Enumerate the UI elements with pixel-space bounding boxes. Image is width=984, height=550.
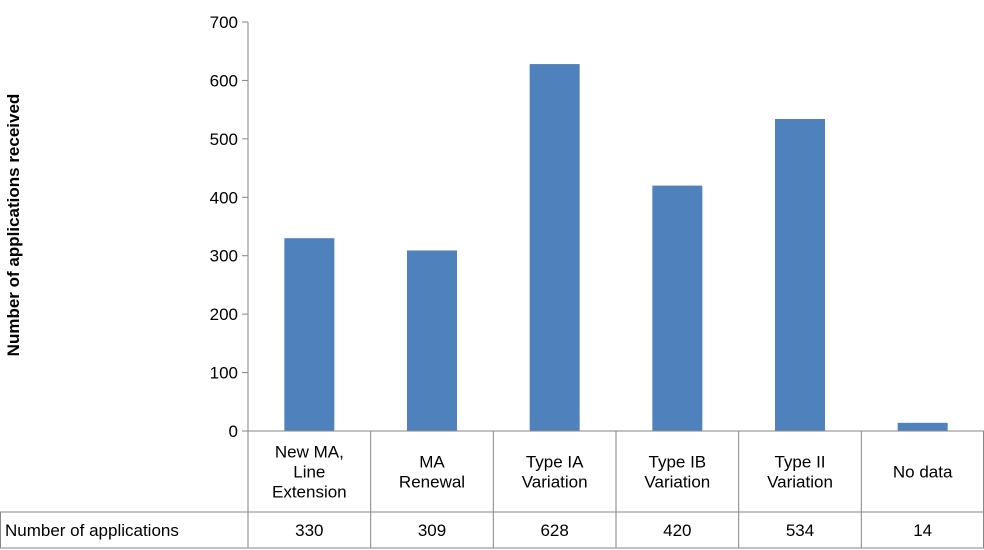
bar — [775, 118, 825, 432]
table-value: 309 — [418, 521, 446, 540]
bar — [284, 238, 335, 431]
y-tick-label: 400 — [210, 188, 238, 207]
y-axis: 0 100 200 300 400 500 600 700 — [210, 13, 248, 441]
category-label: Type II Variation — [767, 453, 833, 492]
y-tick-label: 200 — [210, 305, 238, 324]
bar — [529, 64, 580, 431]
y-tick-label: 100 — [210, 364, 238, 383]
table-value: 420 — [663, 521, 691, 540]
table-value: 628 — [540, 521, 568, 540]
table-value: 330 — [295, 521, 323, 540]
category-labels: New MA, Line Extension MA Renewal Type IA Vari… — [272, 443, 953, 502]
table-row-header: Number of applications — [5, 521, 179, 540]
y-tick-label: 500 — [210, 130, 238, 149]
table-value: 14 — [913, 521, 932, 540]
axis-lines — [0, 22, 984, 549]
category-label: No data — [893, 463, 953, 482]
y-tick-label: 600 — [210, 71, 238, 90]
y-tick-label: 0 — [229, 422, 238, 441]
category-label: Type IB Variation — [644, 453, 710, 492]
y-tick-label: 700 — [210, 13, 238, 32]
y-tick-label: 300 — [210, 247, 238, 266]
category-label: Type IA Variation — [522, 453, 588, 492]
bar — [652, 185, 703, 431]
table-value: 534 — [786, 521, 814, 540]
category-label: MA Renewal — [399, 453, 465, 492]
bars — [284, 64, 948, 432]
data-table: Number of applications 330 309 628 420 534 14 — [5, 521, 932, 540]
bar — [897, 422, 948, 431]
bar — [407, 250, 457, 431]
category-label: New MA, Line Extension — [272, 443, 347, 502]
y-axis-title: Number of applications received — [4, 94, 23, 357]
